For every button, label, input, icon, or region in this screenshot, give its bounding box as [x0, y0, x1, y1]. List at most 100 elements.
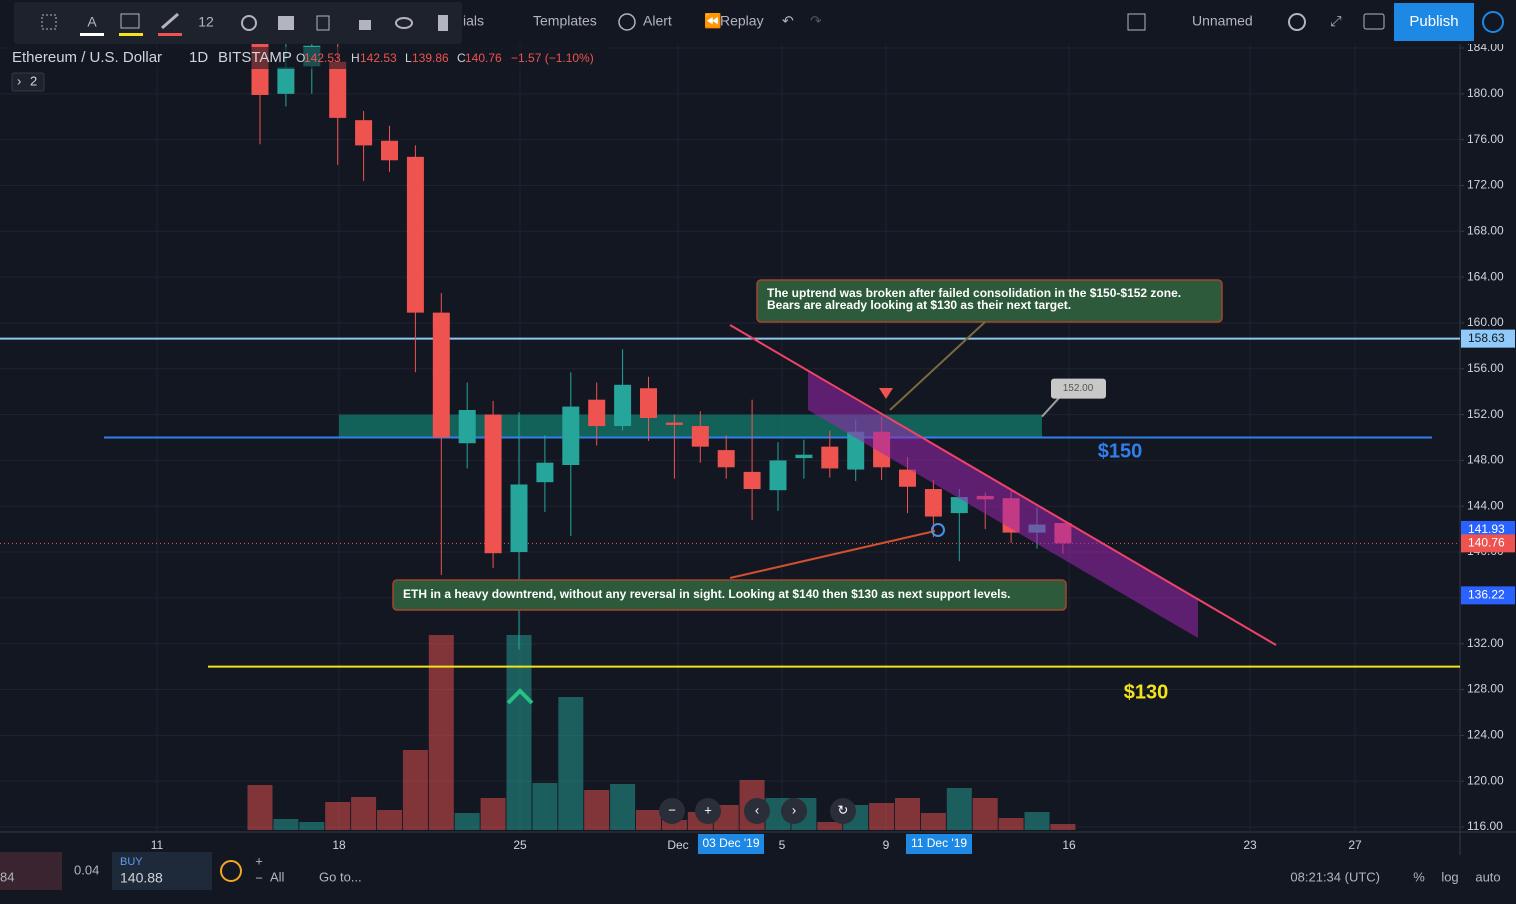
sell-price: 84	[0, 869, 14, 884]
candle-body	[484, 414, 502, 554]
candle-body	[821, 446, 839, 469]
candle-body	[536, 462, 554, 483]
snapshot-button[interactable]	[1363, 13, 1385, 30]
volume-bar	[946, 788, 972, 830]
scroll-right[interactable]	[781, 798, 807, 824]
x-tick-label: 23	[1243, 838, 1257, 852]
candle-body	[588, 399, 606, 427]
x-tick-label: 18	[332, 838, 346, 852]
interval: 1D	[189, 49, 208, 66]
zoom-controls: − + ‹ › ↻	[659, 798, 856, 824]
reset-icon: ↻	[838, 802, 849, 817]
pen-color	[158, 33, 182, 36]
volume-bar	[273, 819, 299, 830]
annotation-pointer	[729, 530, 936, 579]
candle-body	[950, 497, 968, 514]
range-all[interactable]: All	[270, 869, 285, 884]
annotation-pointer	[889, 321, 986, 411]
templates-button[interactable]: Templates	[533, 13, 597, 29]
zoom-out[interactable]	[659, 798, 685, 824]
x-tick-label: Dec	[667, 838, 688, 852]
goto-button[interactable]: Go to...	[319, 869, 362, 884]
publish-button[interactable]	[1394, 3, 1474, 41]
indicator-toggle[interactable]	[11, 72, 45, 92]
auto-toggle[interactable]: auto	[1475, 869, 1500, 884]
level-label: $130	[1124, 681, 1169, 703]
x-tick-label: 11	[151, 838, 164, 852]
buy-box[interactable]	[112, 852, 212, 890]
annotation-text: The uptrend was broken after failed cons…	[767, 286, 1181, 312]
qty-down[interactable]: −	[255, 870, 263, 885]
info-icon[interactable]	[220, 860, 242, 882]
line-width[interactable]: 12	[198, 14, 214, 30]
pen-tool[interactable]	[161, 12, 179, 30]
x-tick-label: 5	[779, 838, 786, 852]
candle-body	[329, 61, 347, 118]
copy-icon[interactable]	[316, 15, 330, 31]
volume-bar	[506, 635, 532, 830]
hide-icon[interactable]	[395, 17, 413, 29]
candle-body	[355, 120, 373, 146]
volume-bar	[869, 803, 895, 830]
candle-body	[847, 431, 865, 470]
settings-button[interactable]	[1288, 13, 1306, 31]
redo-button[interactable]: ↷	[810, 13, 822, 29]
style-icon[interactable]	[278, 16, 294, 30]
scroll-left[interactable]	[744, 798, 770, 824]
volume-bar	[377, 810, 402, 830]
sell-box[interactable]	[0, 852, 62, 890]
down-arrow	[879, 388, 893, 399]
reset-view[interactable]	[830, 798, 856, 824]
bottom-bar	[0, 855, 1516, 899]
volume-bar	[454, 813, 480, 830]
volume-bar	[1024, 812, 1050, 830]
volume-bar	[428, 635, 454, 830]
fullscreen-button[interactable]: ⤢	[1330, 13, 1341, 29]
y-tick-label: 172.00	[1467, 178, 1504, 192]
text-tool[interactable]: A	[87, 14, 97, 30]
candle-body	[614, 384, 632, 427]
buy-price: 140.88	[120, 870, 163, 886]
ohlc-value: 140.76	[465, 51, 502, 65]
y-tick-label: 164.00	[1467, 269, 1504, 283]
log-toggle[interactable]: log	[1441, 869, 1458, 884]
lock-icon[interactable]	[359, 20, 371, 30]
layout-icon[interactable]	[1127, 13, 1146, 31]
drawing-toolbar	[14, 2, 462, 44]
candle-body	[691, 426, 709, 447]
publish-label: Publish	[1409, 13, 1458, 30]
candle-body	[381, 140, 398, 161]
ohlc-label: C	[457, 51, 466, 65]
financials-button[interactable]: ials	[463, 13, 484, 29]
undo-button[interactable]: ↶	[782, 13, 794, 29]
delete-icon[interactable]	[438, 15, 448, 31]
y-tick-label: 120.00	[1467, 773, 1504, 787]
y-tick-label: 132.00	[1467, 636, 1504, 650]
fill-tool[interactable]	[120, 13, 140, 29]
candle-body	[924, 489, 942, 517]
candle-body	[665, 422, 683, 425]
y-tick-label: 168.00	[1467, 223, 1504, 237]
candle-body	[406, 156, 424, 313]
annotation-box	[392, 579, 1067, 611]
layout-name[interactable]: Unnamed	[1192, 13, 1253, 29]
zoom-in[interactable]	[695, 798, 721, 824]
zoom-out-icon: −	[668, 802, 676, 817]
annotation-text: ETH in a heavy downtrend, without any re…	[403, 587, 1011, 601]
volume-bar	[351, 797, 377, 830]
alert-button[interactable]: Alert	[643, 13, 672, 29]
ohlc-label: L	[405, 51, 412, 65]
settings-icon[interactable]	[241, 15, 257, 31]
replay-button[interactable]: Replay	[720, 13, 764, 29]
percent-toggle[interactable]: %	[1413, 869, 1425, 884]
spread: 0.04	[74, 862, 99, 877]
qty-up[interactable]: +	[255, 853, 263, 868]
scroll-right-icon: ›	[792, 802, 796, 817]
ohlc-value: 142.53	[304, 51, 341, 65]
volume-bar	[998, 818, 1024, 830]
y-tick-label: 156.00	[1467, 361, 1504, 375]
stream-button[interactable]	[1482, 11, 1504, 33]
select-icon[interactable]	[41, 14, 57, 30]
